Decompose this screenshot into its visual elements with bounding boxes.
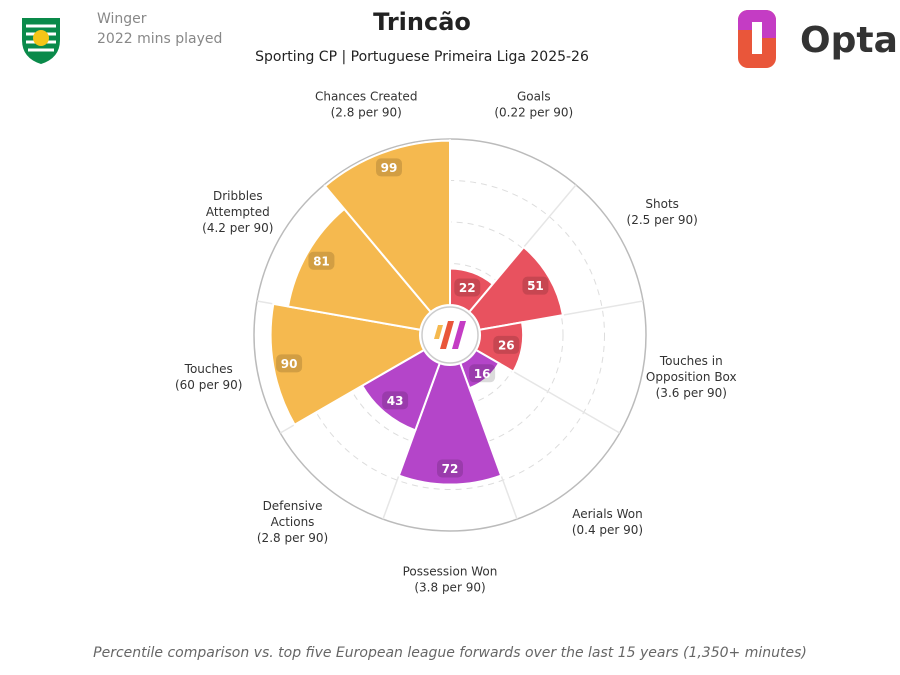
slice: [467, 245, 565, 331]
brand-name: Opta: [800, 20, 898, 61]
category-label: Actions: [271, 515, 315, 529]
rate-label: (4.2 per 90): [202, 221, 273, 235]
category-label: Touches: [184, 362, 233, 376]
value-badge: [522, 276, 549, 295]
category-label: Aerials Won: [572, 507, 643, 521]
position: Winger: [97, 11, 147, 27]
subtitle: Sporting CP | Portuguese Primeira Liga 2…: [255, 49, 589, 65]
category-label: Shots: [645, 197, 679, 211]
category-label: Touches in: [659, 354, 723, 368]
value-badge: [376, 158, 403, 177]
rate-label: (0.4 per 90): [572, 523, 643, 537]
slice: [286, 207, 433, 331]
value-badge: [437, 459, 463, 478]
value-badge: [493, 335, 520, 354]
rate-label: (2.8 per 90): [257, 531, 328, 545]
category-label: Dribbles: [213, 189, 263, 203]
rate-label: (2.8 per 90): [331, 105, 402, 119]
value-label: 16: [474, 367, 491, 381]
category-label: Opposition Box: [646, 370, 737, 384]
slice: [323, 139, 451, 314]
center-logo: [434, 325, 443, 339]
category-label: Attempted: [206, 205, 270, 219]
category-label: Defensive: [263, 499, 323, 513]
pizza-plot: 22 Goals (0.22 per 90) 51 Shots (2.5 per 90) 2…: [175, 89, 737, 594]
slice: [269, 302, 426, 427]
value-label: 51: [527, 279, 544, 293]
minutes: 2022 mins played: [97, 31, 222, 47]
chart-title: Trincão: [373, 8, 471, 36]
slice: [397, 361, 503, 486]
rate-label: (3.8 per 90): [414, 581, 485, 595]
rate-label: (60 per 90): [175, 378, 242, 392]
value-label: 72: [442, 462, 459, 476]
value-badge: [454, 278, 481, 297]
rate-label: (2.5 per 90): [627, 213, 698, 227]
value-badge: [276, 354, 303, 373]
value-label: 90: [281, 357, 298, 371]
rate-label: (0.22 per 90): [494, 105, 573, 119]
rate-label: (3.6 per 90): [656, 386, 727, 400]
value-label: 26: [498, 338, 515, 352]
value-label: 99: [381, 161, 398, 175]
value-label: 22: [459, 281, 476, 295]
center-logo: [452, 321, 466, 349]
category-label: Possession Won: [403, 565, 498, 579]
footnote: Percentile comparison vs. top five Europ…: [93, 645, 807, 661]
center-logo: [440, 321, 454, 349]
value-badge: [308, 251, 335, 270]
category-label: Chances Created: [315, 89, 417, 103]
value-label: 81: [313, 254, 330, 268]
slice: [474, 321, 525, 373]
value-badge: [382, 391, 409, 410]
value-label: 43: [387, 394, 404, 408]
category-label: Goals: [517, 89, 551, 103]
brand-logo: Opta: [738, 10, 898, 68]
value-badge: [469, 364, 496, 383]
club-crest: [22, 18, 60, 64]
